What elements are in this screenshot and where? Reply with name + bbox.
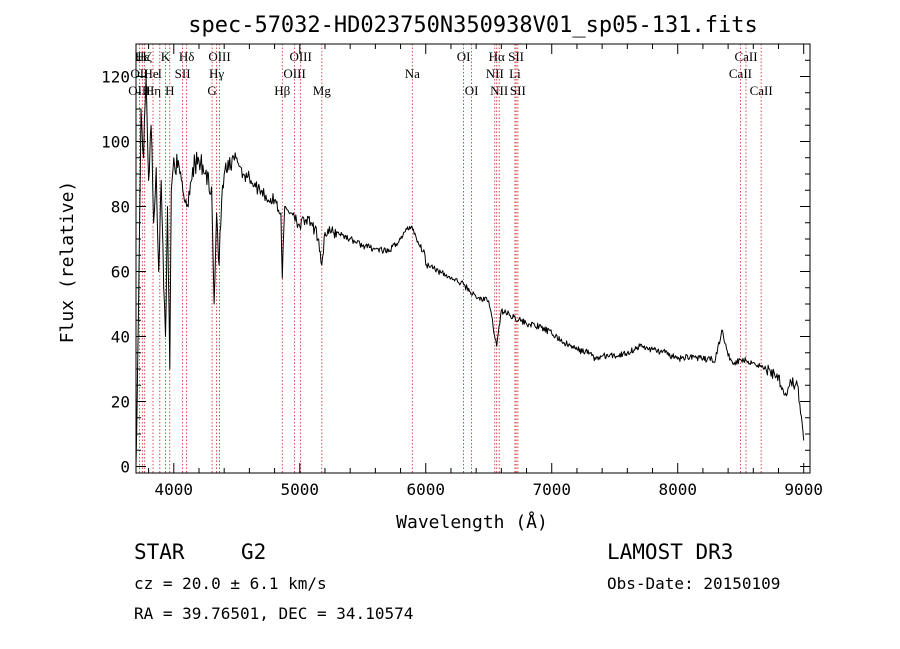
x-axis-label: Wavelength (Å) xyxy=(396,511,548,533)
line-annotation: K xyxy=(161,49,171,64)
object-class: STAR xyxy=(134,540,185,564)
x-axis-ticks: 4000 5000 6000 7000 8000 9000 xyxy=(148,44,823,499)
line-annotation: NII xyxy=(490,83,508,98)
y-axis-ticks: 0 20 40 60 80 100 120 xyxy=(101,59,810,477)
line-annotation: Hδ xyxy=(179,49,195,64)
x-tick-label: 8000 xyxy=(658,480,697,499)
y-tick-label: 40 xyxy=(111,328,130,347)
line-annotation: OIII xyxy=(283,66,305,81)
y-tick-label: 60 xyxy=(111,263,130,282)
line-annotation: Li xyxy=(509,66,521,81)
line-annotation: OIII xyxy=(289,49,311,64)
line-annotation: CaII xyxy=(734,49,757,64)
line-annotation: G xyxy=(207,83,216,98)
object-subclass: G2 xyxy=(241,540,266,564)
line-annotation: Mg xyxy=(313,83,332,98)
y-tick-label: 120 xyxy=(101,68,130,87)
y-tick-label: 80 xyxy=(111,198,130,217)
obs-date: Obs-Date: 20150109 xyxy=(607,574,780,593)
line-annotation: OI xyxy=(457,49,471,64)
spectral-line-markers xyxy=(139,44,762,473)
line-annotation: H xyxy=(165,83,174,98)
line-annotation: Hη xyxy=(145,83,161,98)
y-axis-label: Flux (relative) xyxy=(57,181,78,344)
line-annotation: SII xyxy=(508,49,524,64)
survey-name: LAMOST DR3 xyxy=(607,540,733,564)
line-annotation: He xyxy=(144,66,159,81)
x-tick-label: 9000 xyxy=(784,480,823,499)
line-annotation: Hα xyxy=(489,49,505,64)
line-annotation: Hγ xyxy=(209,66,224,81)
line-annotation: NII xyxy=(486,66,504,81)
x-tick-label: 7000 xyxy=(532,480,571,499)
line-annotation: Hβ xyxy=(274,83,290,98)
line-annotation: OIII xyxy=(128,83,150,98)
line-annotation: OIII xyxy=(208,49,230,64)
y-tick-label: 100 xyxy=(101,133,130,152)
line-annotation: CaII xyxy=(750,83,773,98)
line-annotation: Hζ xyxy=(137,49,152,64)
line-annotation: OII xyxy=(130,66,148,81)
coordinates: RA = 39.76501, DEC = 34.10574 xyxy=(134,604,413,623)
redshift-text: cz = 20.0 ± 6.1 km/s xyxy=(134,574,327,593)
x-tick-label: 6000 xyxy=(406,480,445,499)
line-annotation: SII xyxy=(510,83,526,98)
line-annotation: CaII xyxy=(729,66,752,81)
y-tick-label: 20 xyxy=(111,393,130,412)
plot-frame xyxy=(135,43,811,474)
y-tick-label: 0 xyxy=(120,458,130,477)
spectrum-line xyxy=(135,76,805,467)
line-annotation: OI xyxy=(465,83,479,98)
chart-title: spec-57032-HD023750N350938V01_sp05-131.f… xyxy=(188,13,758,38)
spectrum-series xyxy=(135,76,805,467)
x-tick-label: 5000 xyxy=(281,480,320,499)
line-annotation: SII xyxy=(175,66,191,81)
x-tick-label: 4000 xyxy=(155,480,194,499)
line-annotation: Na xyxy=(405,66,420,81)
line-annotation: I xyxy=(158,66,162,81)
